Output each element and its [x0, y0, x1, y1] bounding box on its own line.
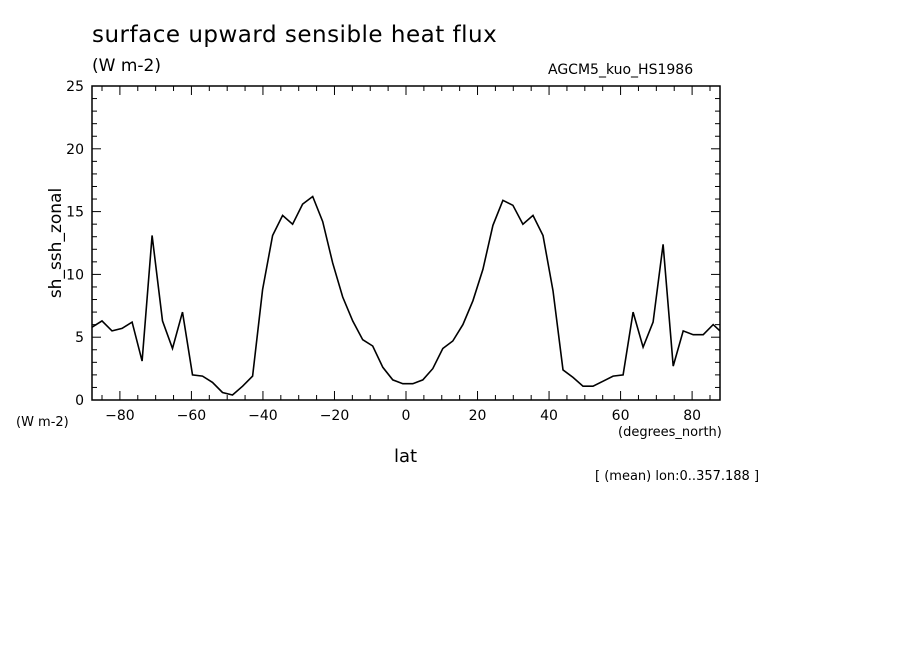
- x-unit-label: (degrees_north): [618, 425, 722, 440]
- x-tick-label: −40: [248, 408, 278, 424]
- x-tick-label: −60: [177, 408, 207, 424]
- series-line: [91, 195, 721, 396]
- y-tick-label: 5: [75, 330, 84, 346]
- chart-units: (W m-2): [92, 56, 161, 76]
- y-unit-label: (W m-2): [16, 415, 69, 430]
- plot-frame: [91, 85, 721, 401]
- experiment-label: AGCM5_kuo_HS1986: [548, 62, 694, 78]
- x-tick-label: 80: [683, 408, 701, 424]
- x-axis-label: lat: [394, 446, 418, 467]
- series-group: [91, 195, 721, 396]
- averaging-note: [ (mean) lon:0..357.188 ]: [595, 469, 760, 484]
- y-tick-label: 15: [66, 205, 84, 221]
- x-tick-label: −20: [320, 408, 350, 424]
- x-tick-label: 0: [402, 408, 411, 424]
- x-tick-label: 40: [540, 408, 558, 424]
- x-tick-label: −80: [105, 408, 135, 424]
- y-tick-label: 10: [66, 267, 84, 283]
- chart-title: surface upward sensible heat flux: [92, 22, 498, 48]
- x-tick-label: 20: [469, 408, 487, 424]
- x-tick-label: 60: [612, 408, 630, 424]
- y-tick-label: 20: [66, 142, 84, 158]
- y-tick-label: 25: [66, 79, 84, 95]
- y-tick-label: 0: [75, 393, 84, 409]
- tick-labels: −80 −60 −40 −20 0 20 40 60 80 0 5 10 15 20 25: [66, 79, 701, 424]
